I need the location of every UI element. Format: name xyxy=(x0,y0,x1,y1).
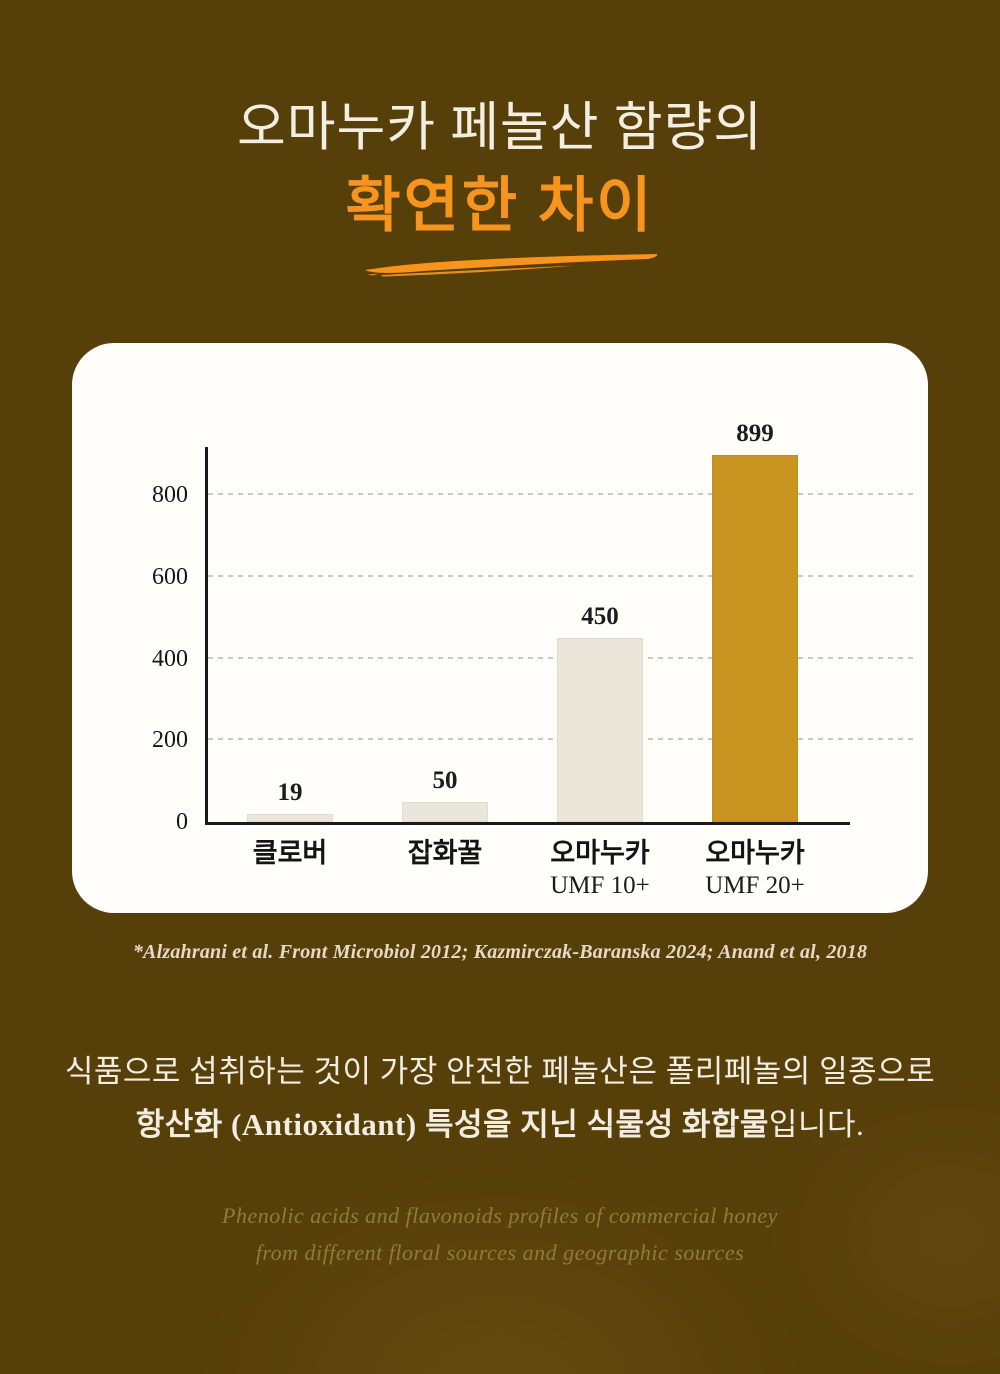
y-axis-tick-400: 400 xyxy=(152,645,188,672)
body-text-line1: 식품으로 섭취하는 것이 가장 안전한 페놀산은 폴리페놀의 일종으로 xyxy=(64,1054,936,1089)
category-label: 오마누카 UMF 10+ xyxy=(505,837,695,903)
category-label-main: 오마누카 xyxy=(550,838,650,868)
bar-value-label: 19 xyxy=(277,779,303,807)
gridline-800 xyxy=(208,493,915,496)
brush-underline-icon xyxy=(365,254,658,277)
category-label: 클로버 xyxy=(195,837,385,869)
main-title: 오마누카 페놀산 함량의 xyxy=(236,99,764,157)
body-text-line2-bold: 항산화 (Antioxidant) 특성을 지닌 식물성 화합물 xyxy=(135,1107,769,1142)
category-label-main: 잡화꿀 xyxy=(407,838,483,868)
citation-text: *Alzahrani et al. Front Microbiol 2012; … xyxy=(132,941,868,963)
y-axis-tick-600: 600 xyxy=(152,563,188,590)
category-label-main: 클로버 xyxy=(252,838,328,868)
highlight-title: 확연한 차이 xyxy=(345,173,655,239)
bar: 450 xyxy=(557,603,643,822)
category-label: 잡화꿀 xyxy=(350,837,540,869)
y-axis-tick-200: 200 xyxy=(152,727,188,754)
bar: 19 xyxy=(247,779,333,822)
body-text-line2: 항산화 (Antioxidant) 특성을 지닌 식물성 화합물입니다. xyxy=(0,1099,1000,1144)
bar: 899 xyxy=(712,420,798,822)
category-label-sub: UMF 10+ xyxy=(550,872,650,899)
chart-card: 0 200 400 600 800 19 클로버 50 잡화꿀 450 오마누카 UMF 10+ 899… xyxy=(72,343,928,913)
body-text-line2-tail: 입니다. xyxy=(768,1107,865,1142)
bar-value-label: 899 xyxy=(736,419,774,447)
y-axis-tick-0: 0 xyxy=(176,809,188,835)
footnote-line2: from different floral sources and geogra… xyxy=(255,1240,745,1265)
bar-value-label: 450 xyxy=(581,603,619,631)
bar: 50 xyxy=(402,767,488,822)
footnote-line1: Phenolic acids and flavonoids profiles o… xyxy=(222,1203,778,1228)
category-label: 오마누카 UMF 20+ xyxy=(660,837,850,903)
y-axis-tick-800: 800 xyxy=(152,482,188,509)
gridline-600 xyxy=(208,574,915,577)
bar-value-label: 50 xyxy=(432,766,458,794)
plot-area: 0 200 400 600 800 19 클로버 50 잡화꿀 450 오마누카 UMF 10+ 899… xyxy=(152,420,915,899)
category-label-main: 오마누카 xyxy=(705,838,805,868)
category-label-sub: UMF 20+ xyxy=(705,872,805,899)
